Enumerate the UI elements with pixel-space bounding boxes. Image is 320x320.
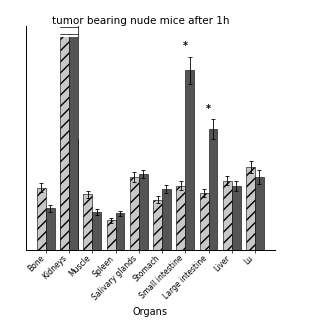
Bar <box>84 195 92 250</box>
Bar <box>200 193 209 250</box>
Bar <box>139 174 148 250</box>
Bar <box>92 212 101 250</box>
Bar <box>107 220 116 250</box>
Bar <box>60 129 69 250</box>
Bar <box>176 186 185 250</box>
Bar <box>130 177 139 250</box>
Text: tumor bearing nude mice after 1h: tumor bearing nude mice after 1h <box>52 16 229 26</box>
Text: *: * <box>183 42 188 52</box>
Bar <box>185 70 194 250</box>
Bar <box>255 177 264 250</box>
Bar <box>153 200 162 250</box>
Bar <box>162 189 171 250</box>
Bar <box>69 25 78 37</box>
Bar <box>246 167 255 250</box>
X-axis label: Organs: Organs <box>133 308 168 317</box>
Bar <box>60 25 69 37</box>
Bar <box>46 208 55 250</box>
Bar <box>223 181 232 250</box>
Bar <box>116 213 124 250</box>
Bar <box>37 188 46 250</box>
Bar <box>209 129 217 250</box>
Bar <box>69 139 78 250</box>
Bar <box>69 0 78 250</box>
Bar <box>232 186 241 250</box>
Text: *: * <box>206 104 211 114</box>
Bar <box>60 0 69 250</box>
